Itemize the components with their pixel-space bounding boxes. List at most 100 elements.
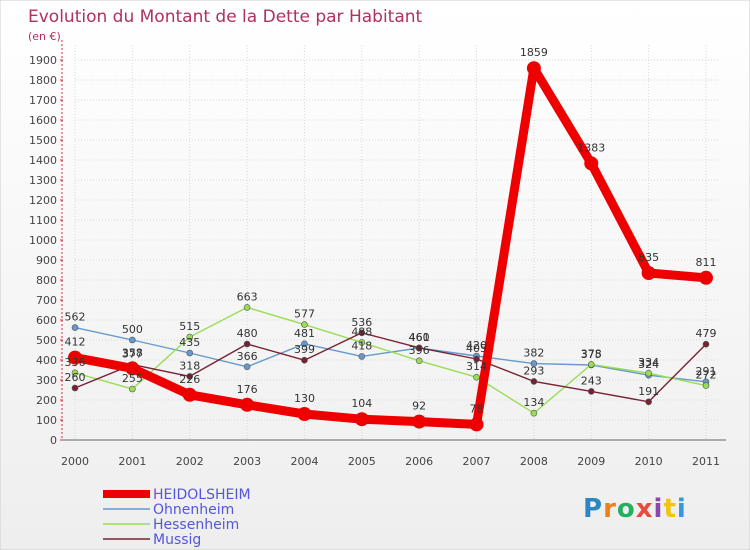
data-point: [186, 333, 194, 341]
data-label: 1383: [577, 141, 605, 154]
x-tick-label: 2003: [233, 455, 261, 468]
data-labels: 562 500 435 366 481 418 460 420 382 375 324 291 336 2…: [65, 46, 717, 415]
x-tick-label: 2010: [635, 455, 663, 468]
data-label: 243: [581, 374, 602, 387]
legend-entry: Ohnenheim: [153, 502, 234, 518]
data-label: 272: [696, 369, 717, 382]
y-tick-label: 1800: [29, 74, 57, 87]
data-point: [699, 270, 713, 285]
y-tick-label: 700: [36, 294, 57, 307]
y-tick-label: 100: [36, 414, 57, 427]
data-label: 577: [294, 308, 315, 321]
series-line: [70, 63, 711, 429]
data-label: 334: [638, 356, 659, 369]
data-label: 835: [638, 251, 659, 264]
data-point: [243, 304, 251, 311]
data-point: [358, 339, 366, 346]
data-point: [587, 361, 595, 368]
data-point: [240, 397, 255, 412]
chart-subtitle: (en €): [28, 30, 61, 43]
data-point: [301, 321, 308, 328]
data-label: 663: [237, 290, 258, 303]
series-heidolsheim: [68, 61, 713, 432]
data-label: 377: [122, 348, 143, 361]
data-label: 481: [294, 327, 315, 340]
y-tick-label: 1000: [29, 234, 57, 247]
x-tick-label: 2004: [290, 455, 318, 468]
data-point: [129, 385, 136, 393]
y-tick-label: 400: [36, 354, 57, 367]
data-label: 418: [351, 339, 372, 352]
data-point: [71, 324, 79, 331]
data-label: 382: [523, 347, 544, 360]
y-tick-label: 1600: [29, 114, 57, 127]
data-label: 420: [466, 339, 487, 352]
x-tick-label: 2005: [348, 455, 376, 468]
data-label: 336: [65, 356, 86, 369]
x-tick-label: 2001: [118, 455, 146, 468]
legend-entry: Hessenheim: [153, 517, 239, 533]
data-point: [530, 409, 538, 417]
y-tick-label: 600: [36, 314, 57, 327]
x-tick-label: 2000: [61, 455, 89, 468]
data-label: 92: [412, 400, 426, 413]
data-point: [526, 61, 541, 76]
data-label: 130: [294, 392, 315, 405]
data-point: [71, 369, 79, 377]
data-label: 488: [351, 325, 372, 338]
y-tick-label: 800: [36, 274, 57, 287]
y-tick-label: 1500: [29, 134, 57, 147]
x-tick-label: 2006: [405, 455, 433, 468]
data-point: [469, 417, 484, 432]
data-label: 314: [466, 360, 487, 373]
y-tick-label: 1300: [29, 174, 57, 187]
data-label: 536: [351, 316, 372, 329]
series-line: [74, 332, 707, 403]
data-label: 460: [409, 331, 430, 344]
axes: 0 100 200 300 400 500 600 700 800 900 1000 1100 1200…: [29, 40, 726, 468]
data-label: 396: [409, 344, 430, 357]
svg-text:Proxiti: Proxiti: [583, 494, 687, 524]
data-label: 226: [179, 373, 200, 386]
data-label: 134: [523, 396, 544, 409]
y-tick-label: 1700: [29, 94, 57, 107]
y-tick-label: 0: [50, 434, 57, 447]
data-label: 461: [409, 331, 430, 344]
data-point: [645, 369, 652, 377]
data-label: 104: [351, 397, 372, 410]
data-point: [358, 353, 366, 360]
data-label: 366: [237, 350, 258, 363]
data-point: [125, 361, 140, 376]
data-label: 291: [696, 365, 717, 378]
data-label: 255: [122, 372, 143, 385]
x-tick-label: 2002: [176, 455, 204, 468]
data-label: 378: [581, 347, 602, 360]
y-tick-label: 900: [36, 254, 57, 267]
data-label: 480: [237, 327, 258, 340]
data-label: 318: [179, 359, 200, 372]
data-point: [584, 156, 599, 171]
x-tick-label: 2011: [692, 455, 720, 468]
series-layer: [68, 61, 713, 432]
data-point: [186, 349, 194, 357]
y-tick-label: 300: [36, 374, 57, 387]
y-tick-label: 1100: [29, 214, 57, 227]
data-label: 435: [179, 336, 200, 349]
data-point: [71, 384, 79, 392]
y-tick-label: 200: [36, 394, 57, 407]
data-label: 562: [65, 311, 86, 324]
series-line: [74, 306, 707, 414]
data-label: 191: [638, 385, 659, 398]
data-label: 479: [696, 327, 717, 340]
data-point: [473, 355, 480, 363]
y-tick-label: 1400: [29, 154, 57, 167]
data-point: [702, 382, 710, 389]
data-point: [645, 398, 652, 406]
series-hessenheim: [71, 304, 710, 417]
proxiti-logo: Proxiti: [583, 494, 687, 524]
data-point: [415, 344, 423, 352]
data-point: [412, 414, 427, 429]
